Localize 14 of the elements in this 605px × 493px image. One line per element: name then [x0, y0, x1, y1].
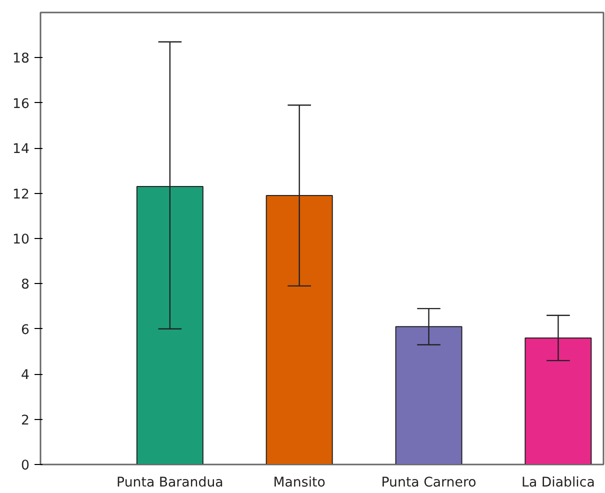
- y-tick-label: 16: [12, 96, 30, 112]
- y-tick-label: 4: [21, 368, 30, 384]
- x-tick-label: Punta Carnero: [381, 476, 476, 490]
- y-tick-label: 0: [21, 458, 30, 474]
- y-tick-label: 8: [21, 278, 30, 293]
- x-tick-label: Punta Barandua: [116, 476, 224, 490]
- y-tick-label: 2: [21, 413, 30, 428]
- x-tick-label: La Diablica: [522, 476, 595, 490]
- y-tick-label: 12: [12, 187, 30, 202]
- y-tick-label: 14: [12, 142, 30, 158]
- y-tick-label: 6: [21, 322, 30, 338]
- x-tick-label: Mansito: [273, 476, 326, 490]
- y-tick-label: 10: [12, 232, 30, 248]
- y-tick-label: 18: [12, 52, 30, 67]
